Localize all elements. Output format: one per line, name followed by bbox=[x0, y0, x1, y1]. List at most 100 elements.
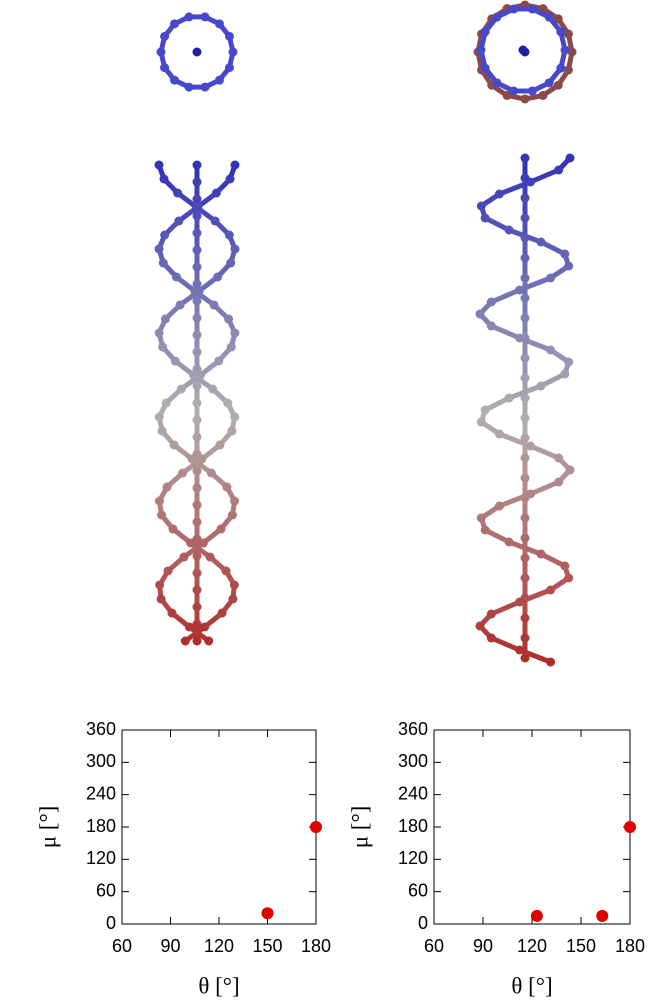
atom bbox=[525, 177, 535, 187]
atom bbox=[518, 45, 528, 55]
atom bbox=[213, 272, 223, 282]
atom bbox=[184, 12, 194, 22]
atom bbox=[173, 188, 183, 198]
atom bbox=[560, 369, 570, 379]
y-tick-label: 180 bbox=[398, 816, 428, 836]
atom bbox=[223, 398, 233, 408]
atom bbox=[520, 353, 530, 363]
atom bbox=[192, 211, 202, 221]
atom bbox=[520, 373, 530, 383]
y-tick-label: 180 bbox=[86, 816, 116, 836]
atom bbox=[171, 272, 181, 282]
atom bbox=[157, 426, 167, 436]
atom bbox=[520, 273, 530, 283]
bond bbox=[527, 167, 562, 185]
atom bbox=[170, 75, 180, 85]
x-axis-label: θ [°] bbox=[511, 973, 552, 998]
bond bbox=[527, 443, 562, 461]
atom bbox=[225, 174, 235, 184]
atom bbox=[504, 225, 514, 235]
x-tick-label: 90 bbox=[160, 936, 180, 956]
atom bbox=[159, 174, 169, 184]
atom bbox=[188, 370, 198, 380]
bond bbox=[496, 179, 533, 197]
atom bbox=[544, 12, 554, 22]
point bbox=[310, 821, 322, 833]
atom bbox=[170, 356, 180, 366]
atom bbox=[525, 489, 535, 499]
atom bbox=[227, 426, 237, 436]
atom bbox=[192, 279, 202, 289]
atom bbox=[161, 398, 171, 408]
atom bbox=[221, 566, 231, 576]
point bbox=[530, 909, 543, 922]
atom bbox=[192, 585, 202, 595]
atom bbox=[169, 440, 179, 450]
x-tick-label: 180 bbox=[615, 936, 645, 956]
atom bbox=[160, 314, 170, 324]
atom bbox=[160, 230, 170, 240]
bond bbox=[506, 539, 544, 557]
atom bbox=[520, 213, 530, 223]
atom bbox=[224, 63, 234, 73]
atom bbox=[192, 432, 202, 442]
atom bbox=[515, 285, 525, 295]
atom bbox=[160, 31, 170, 41]
atom bbox=[520, 313, 530, 323]
atom bbox=[224, 230, 234, 240]
atom bbox=[504, 393, 514, 403]
atom bbox=[492, 78, 502, 88]
atom bbox=[184, 622, 194, 632]
y-tick-label: 0 bbox=[106, 913, 116, 933]
atom bbox=[230, 496, 240, 506]
atom bbox=[509, 4, 519, 14]
y-tick-label: 360 bbox=[398, 719, 428, 739]
atom bbox=[200, 622, 210, 632]
atom bbox=[215, 440, 225, 450]
atom bbox=[520, 533, 530, 543]
atom bbox=[216, 524, 226, 534]
atom bbox=[480, 525, 490, 535]
atom bbox=[170, 19, 180, 29]
atom bbox=[222, 482, 232, 492]
atom bbox=[192, 177, 202, 187]
atom bbox=[565, 153, 575, 163]
atom bbox=[527, 4, 537, 14]
atom bbox=[520, 653, 530, 663]
atom bbox=[520, 253, 530, 263]
atom bbox=[208, 384, 218, 394]
atom bbox=[226, 342, 236, 352]
molecule-renderings bbox=[154, 0, 577, 667]
atom bbox=[515, 645, 525, 655]
atom bbox=[520, 513, 530, 523]
atom bbox=[192, 466, 202, 476]
atom bbox=[192, 619, 202, 629]
atom bbox=[229, 580, 239, 590]
bond bbox=[517, 587, 554, 605]
atom bbox=[184, 82, 194, 92]
atom bbox=[228, 594, 238, 604]
atom bbox=[564, 573, 574, 583]
atom bbox=[553, 80, 563, 90]
atom bbox=[204, 636, 214, 646]
bond bbox=[506, 227, 544, 245]
bond bbox=[496, 431, 533, 449]
atom bbox=[192, 636, 202, 646]
atom bbox=[554, 165, 564, 175]
bond bbox=[488, 323, 523, 341]
atom bbox=[200, 12, 210, 22]
atom bbox=[564, 357, 574, 367]
atom bbox=[179, 552, 189, 562]
x-tick-label: 150 bbox=[252, 936, 282, 956]
atom bbox=[156, 594, 166, 604]
atom bbox=[209, 300, 219, 310]
atom bbox=[520, 573, 530, 583]
atom bbox=[480, 63, 490, 73]
atom bbox=[192, 160, 202, 170]
atom bbox=[192, 245, 202, 255]
atom bbox=[197, 454, 207, 464]
x-tick-label: 60 bbox=[424, 936, 444, 956]
atom bbox=[160, 63, 170, 73]
atom bbox=[486, 633, 496, 643]
x-tick-label: 120 bbox=[204, 936, 234, 956]
